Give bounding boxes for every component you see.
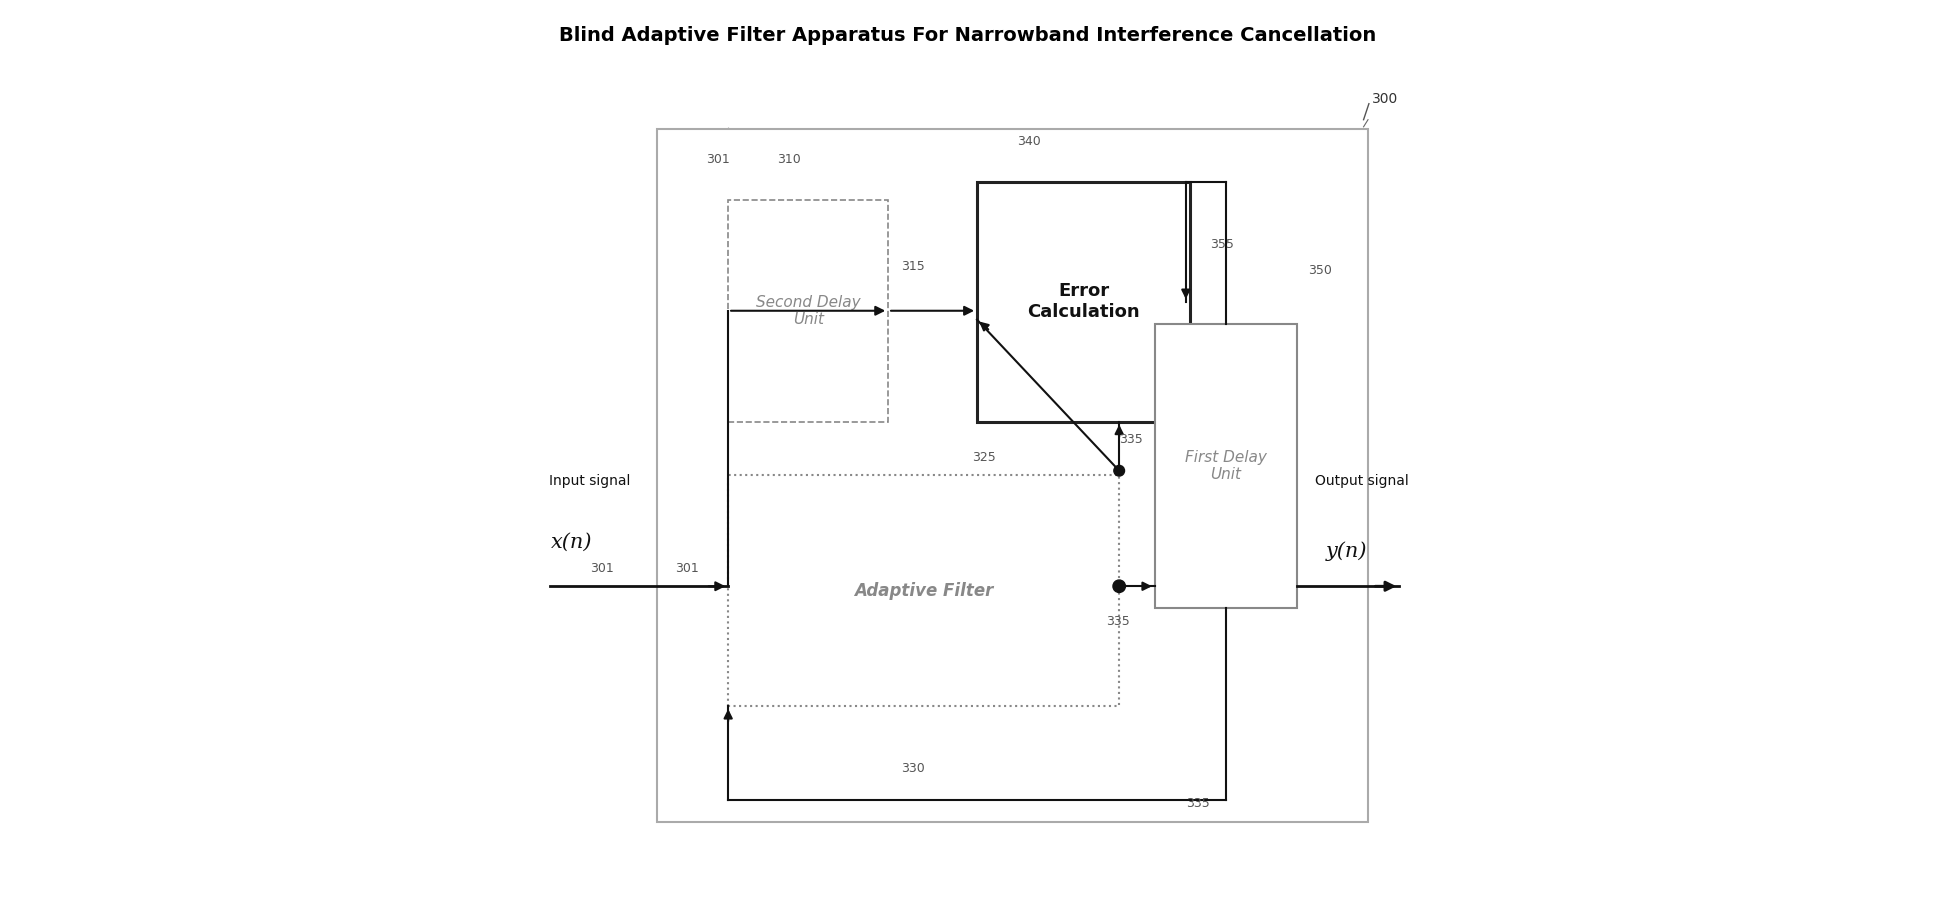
FancyBboxPatch shape	[977, 182, 1190, 422]
Circle shape	[1114, 580, 1126, 592]
Text: 300: 300	[1372, 92, 1397, 106]
FancyBboxPatch shape	[729, 475, 1120, 706]
Text: 335: 335	[1186, 797, 1210, 811]
FancyBboxPatch shape	[1155, 324, 1297, 608]
FancyBboxPatch shape	[657, 128, 1368, 822]
Text: 335: 335	[1106, 615, 1129, 628]
Text: 301: 301	[705, 153, 729, 166]
Circle shape	[1114, 466, 1124, 476]
Text: 330: 330	[901, 762, 924, 775]
Text: Input signal: Input signal	[549, 475, 629, 489]
Text: 310: 310	[778, 153, 801, 166]
Text: 301: 301	[590, 562, 614, 575]
Text: 315: 315	[901, 260, 924, 273]
Text: Blind Adaptive Filter Apparatus For Narrowband Interference Cancellation: Blind Adaptive Filter Apparatus For Narr…	[559, 26, 1376, 46]
Text: 350: 350	[1307, 265, 1331, 277]
Text: x(n): x(n)	[551, 532, 592, 552]
Text: Second Delay
Unit: Second Delay Unit	[756, 294, 860, 327]
Text: 340: 340	[1016, 135, 1041, 148]
Text: Error
Calculation: Error Calculation	[1028, 283, 1139, 321]
Text: Output signal: Output signal	[1315, 475, 1409, 489]
Text: First Delay
Unit: First Delay Unit	[1184, 450, 1266, 483]
Text: Adaptive Filter: Adaptive Filter	[854, 581, 993, 600]
Text: 301: 301	[674, 562, 700, 575]
Text: 325: 325	[973, 451, 997, 464]
FancyBboxPatch shape	[729, 200, 889, 422]
Text: 335: 335	[1120, 433, 1143, 446]
Text: y(n): y(n)	[1327, 541, 1368, 561]
Text: 355: 355	[1210, 238, 1233, 250]
